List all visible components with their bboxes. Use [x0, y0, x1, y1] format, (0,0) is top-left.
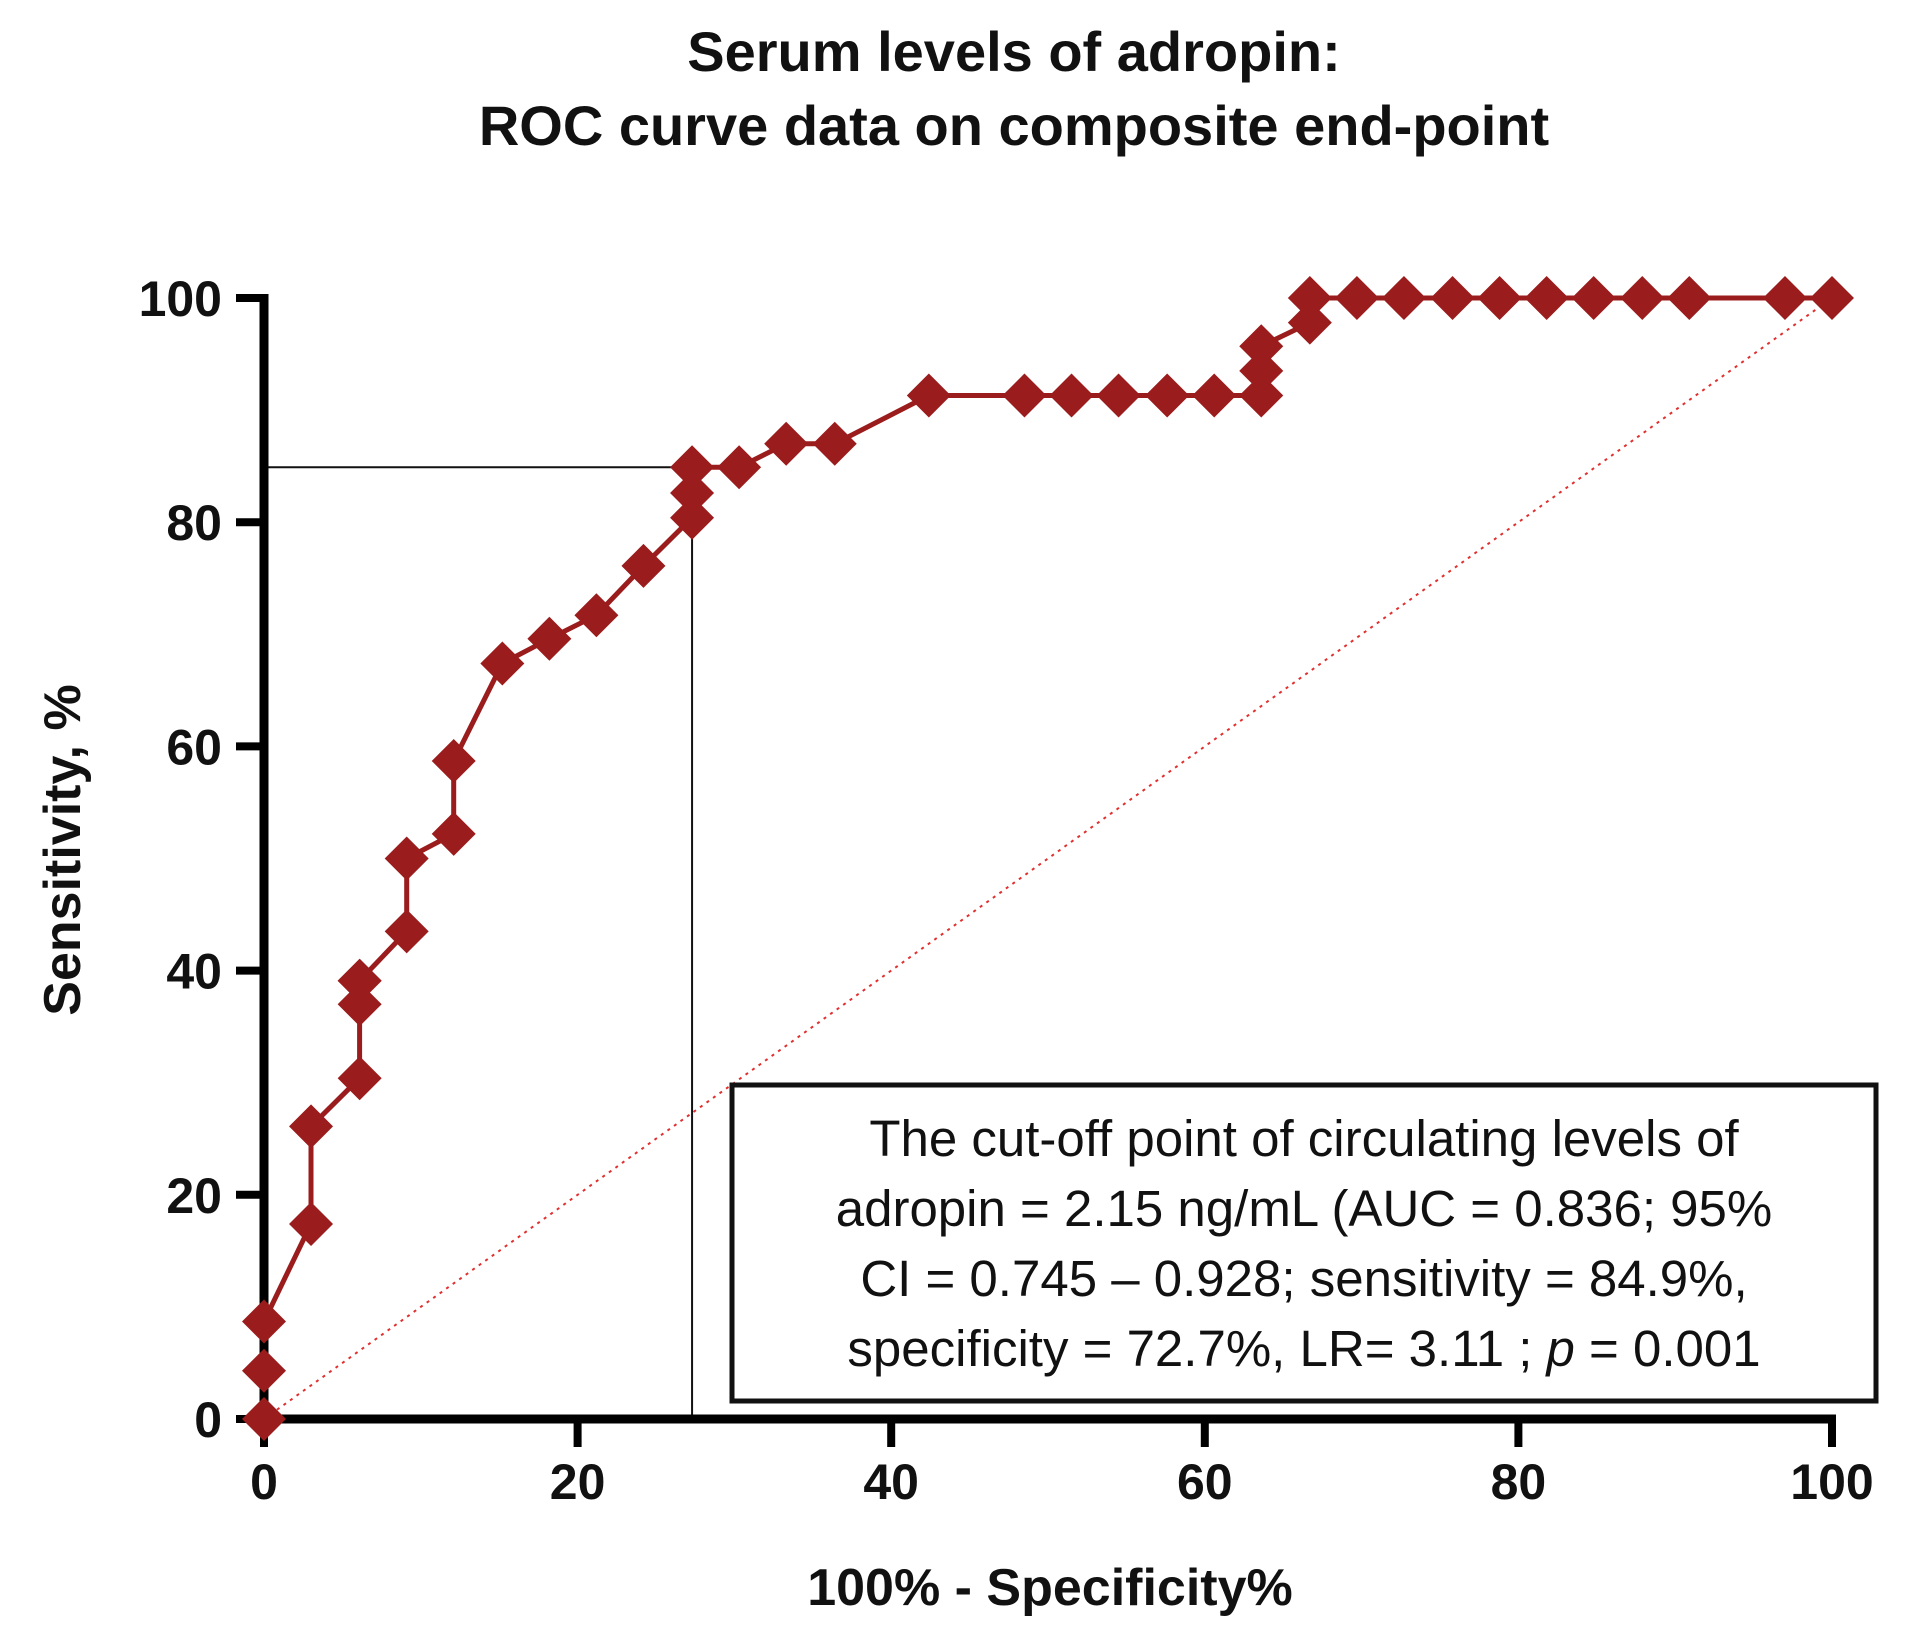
roc-point [1667, 276, 1712, 320]
reference-line [263, 297, 1833, 1420]
roc-point [527, 616, 572, 661]
roc-point [1239, 324, 1284, 369]
roc-point [289, 1104, 334, 1149]
roc-point [1002, 373, 1047, 418]
roc-point [812, 421, 857, 466]
roc-point [431, 811, 476, 856]
x-tick-label: 60 [1177, 1454, 1233, 1510]
chart-title-line-1: Serum levels of adropin: [687, 20, 1341, 83]
roc-point [1430, 276, 1475, 320]
roc-point [1524, 276, 1569, 320]
roc-point [1239, 373, 1284, 418]
annotation-line-1: The cut-off point of circulating levels … [869, 1110, 1739, 1167]
roc-point [384, 909, 429, 954]
annotation-line-4: specificity = 72.7%, LR= 3.11 ; p = 0.001 [847, 1320, 1760, 1377]
plot-area: 0 20 40 60 80 100 0 20 40 60 80 100 [139, 271, 1874, 1510]
x-tick-label: 20 [550, 1454, 606, 1510]
y-tick-label: 20 [166, 1168, 222, 1224]
chart-title-line-2: ROC curve data on composite end-point [479, 94, 1549, 157]
x-tick-label: 80 [1491, 1454, 1547, 1510]
roc-point [1620, 276, 1665, 320]
annotation-line-2: adropin = 2.15 ng/mL (AUC = 0.836; 95% [836, 1180, 1773, 1237]
roc-point [670, 445, 715, 490]
roc-point [1477, 276, 1522, 320]
roc-point [289, 1201, 334, 1246]
roc-point [1145, 373, 1190, 418]
annotation-p-symbol: p [1544, 1320, 1574, 1377]
roc-point [337, 1056, 382, 1101]
roc-point [1762, 276, 1807, 320]
y-tick-label: 80 [166, 495, 222, 551]
y-tick-label: 60 [166, 719, 222, 775]
roc-point [670, 471, 715, 516]
roc-point [764, 421, 809, 466]
roc-point [1287, 300, 1332, 345]
annotation-line-4-text: specificity = 72.7%, LR= 3.11 ; [847, 1320, 1532, 1377]
roc-point [717, 445, 762, 490]
roc-point [337, 958, 382, 1003]
x-tick-label: 100 [1790, 1454, 1873, 1510]
annotation-line-3: CI = 0.745 – 0.928; sensitivity = 84.9%, [860, 1250, 1747, 1307]
y-tick-label: 100 [139, 271, 222, 327]
x-tick-label: 0 [250, 1454, 278, 1510]
roc-point [431, 738, 476, 783]
roc-point [384, 836, 429, 881]
roc-point [1334, 276, 1379, 320]
annotation-box: The cut-off point of circulating levels … [729, 1082, 1879, 1404]
roc-point [1096, 373, 1141, 418]
roc-point [242, 1397, 286, 1441]
y-tick-label: 40 [166, 944, 222, 1000]
roc-point [621, 543, 666, 588]
roc-point [242, 1348, 286, 1393]
annotation-p-value: = 0.001 [1575, 1320, 1761, 1377]
roc-point [1287, 276, 1332, 320]
roc-point [1239, 348, 1284, 393]
roc-point [574, 593, 619, 638]
x-axis-title: 100% - Specificity% [807, 1559, 1293, 1617]
annotation-frame [729, 1082, 1879, 1404]
roc-point [1049, 373, 1094, 418]
x-tick-label: 40 [863, 1454, 919, 1510]
roc-point [337, 982, 382, 1027]
roc-point [1571, 276, 1616, 320]
roc-point [1192, 373, 1237, 418]
roc-point [480, 641, 525, 686]
y-axis-title: Sensitivity, % [34, 684, 92, 1015]
roc-point [242, 1299, 286, 1344]
roc-point [670, 495, 715, 540]
y-tick-label: 0 [194, 1392, 222, 1448]
roc-point [906, 373, 951, 418]
roc-point [1381, 276, 1426, 320]
roc-point [1810, 276, 1854, 320]
